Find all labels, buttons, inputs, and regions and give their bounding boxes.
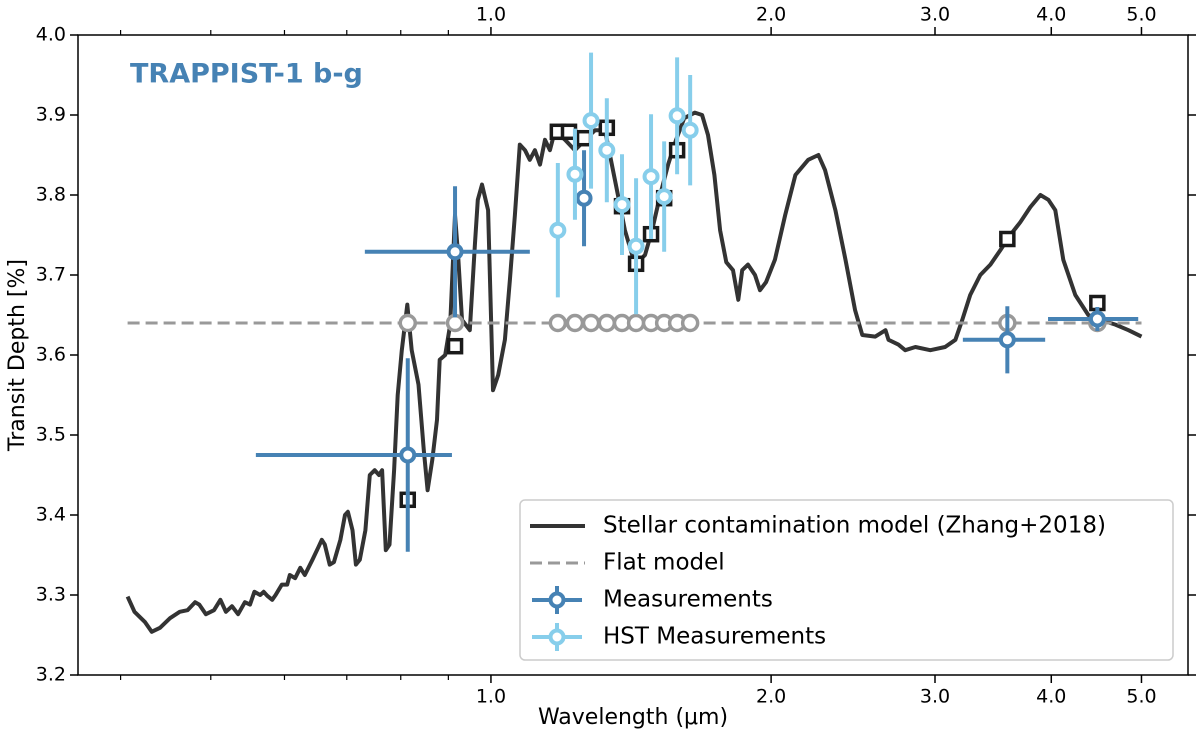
binned-flat-marker	[581, 313, 601, 333]
binned-flat-marker	[398, 313, 418, 333]
x-axis-label: Wavelength (μm)	[538, 705, 728, 730]
binned-flat-marker	[548, 313, 568, 333]
marker	[613, 196, 631, 214]
legend-handle	[548, 628, 566, 646]
y-tick-label: 3.2	[36, 664, 66, 686]
x-tick-label: 3.0	[920, 686, 950, 708]
y-tick-label: 4.0	[36, 24, 66, 46]
legend-label: Measurements	[603, 587, 773, 613]
marker	[627, 237, 645, 255]
x-tick-label: 4.0	[1036, 686, 1066, 708]
marker	[998, 331, 1016, 349]
x-tick-label: 2.0	[756, 686, 786, 708]
x-tick-label-top: 2.0	[756, 4, 786, 26]
legend-box	[519, 499, 1174, 661]
x-tick-label-top: 4.0	[1036, 4, 1066, 26]
legend-handle	[548, 591, 566, 609]
marker	[642, 168, 660, 186]
y-tick-label: 3.7	[36, 264, 66, 286]
marker	[681, 121, 699, 139]
binned-flat-marker	[626, 313, 646, 333]
marker	[575, 189, 593, 207]
x-tick-label-top: 3.0	[920, 4, 950, 26]
binned-model-marker	[575, 129, 593, 147]
x-tick-label-top: 5.0	[1126, 4, 1156, 26]
legend-label: Stellar contamination model (Zhang+2018)	[603, 513, 1106, 539]
annotation: TRAPPIST-1 b-g	[130, 59, 363, 90]
binned-flat-marker	[597, 313, 617, 333]
marker	[566, 165, 584, 183]
binned-flat-marker	[445, 313, 465, 333]
binned-model-marker	[446, 337, 464, 355]
y-tick-label: 3.3	[36, 584, 66, 606]
binned-flat-marker	[680, 313, 700, 333]
line	[125, 110, 1143, 634]
y-tick-label: 3.6	[36, 344, 66, 366]
legend-label: HST Measurements	[603, 624, 826, 650]
x-tick-label: 1.0	[476, 686, 506, 708]
binned-flat-marker	[565, 313, 585, 333]
y-tick-label: 3.8	[36, 184, 66, 206]
marker	[446, 243, 464, 261]
marker	[1088, 310, 1106, 328]
marker	[399, 446, 417, 464]
x-tick-label-top: 1.0	[476, 4, 506, 26]
marker	[598, 141, 616, 159]
y-tick-label: 3.9	[36, 104, 66, 126]
x-tick-label: 5.0	[1126, 686, 1156, 708]
binned-model-marker	[999, 230, 1016, 248]
y-axis-label: Transit Depth [%]	[5, 259, 30, 452]
legend-label: Flat model	[603, 550, 725, 576]
y-tick-label: 3.4	[36, 504, 66, 526]
legend: Stellar contamination model (Zhang+2018)…	[519, 499, 1174, 661]
marker	[655, 188, 673, 206]
marker	[549, 221, 567, 239]
y-tick-label: 3.5	[36, 424, 66, 446]
marker	[582, 112, 600, 130]
marker	[668, 107, 686, 125]
